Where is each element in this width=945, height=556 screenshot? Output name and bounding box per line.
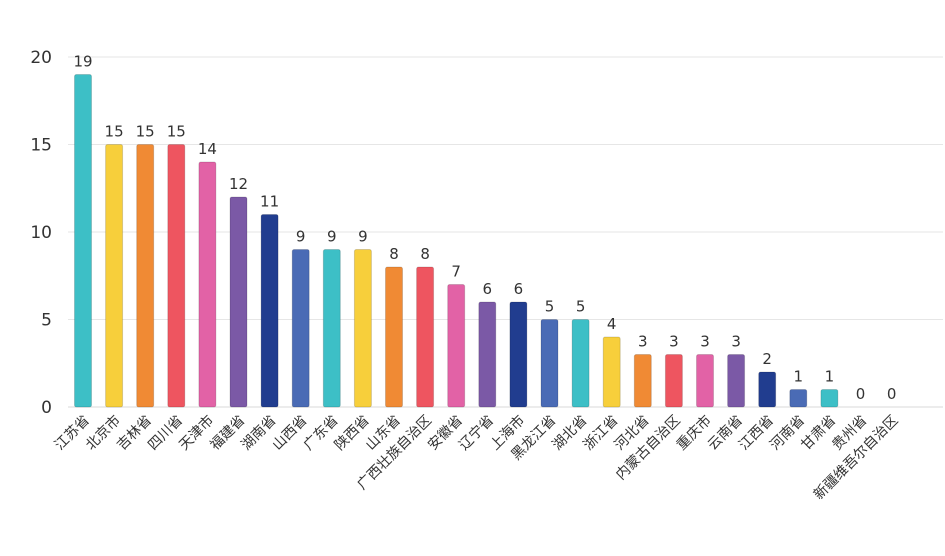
data-label: 3 — [700, 333, 710, 351]
bar — [322, 249, 341, 408]
data-label: 4 — [607, 315, 617, 333]
y-tick-label: 15 — [30, 136, 52, 156]
bar — [571, 319, 590, 408]
bar — [478, 301, 497, 408]
y-tick-label: 20 — [30, 48, 52, 68]
bar — [664, 354, 683, 408]
data-label: 15 — [167, 123, 186, 141]
x-tick-label: 吉林省 — [114, 413, 155, 454]
bar — [385, 266, 403, 408]
x-tick-label: 江西省 — [736, 413, 777, 454]
bar — [727, 354, 746, 408]
data-label: 3 — [669, 333, 679, 351]
x-tick-label: 重庆市 — [673, 412, 715, 454]
bar — [509, 301, 528, 408]
y-tick-label: 0 — [41, 398, 52, 418]
x-tick-label: 安徽省 — [425, 413, 466, 454]
x-tick-label: 江苏省 — [52, 413, 93, 454]
x-tick-label: 山西省 — [270, 413, 311, 454]
data-label: 15 — [105, 123, 124, 141]
bar — [602, 336, 621, 408]
bar — [74, 74, 92, 408]
data-label: 8 — [420, 245, 430, 263]
bar — [416, 266, 435, 408]
data-label: 0 — [887, 385, 897, 403]
x-tick-label: 浙江省 — [581, 413, 622, 454]
data-label: 9 — [327, 228, 337, 246]
data-label: 2 — [762, 350, 772, 368]
data-label: 15 — [136, 123, 155, 141]
bar — [291, 249, 310, 408]
data-label: 5 — [545, 298, 555, 316]
x-tick-label: 天津市 — [176, 412, 218, 454]
bar — [353, 249, 372, 408]
data-label: 3 — [731, 333, 741, 351]
bar — [198, 161, 217, 408]
data-label: 5 — [576, 298, 586, 316]
bar — [789, 389, 808, 408]
bar — [540, 319, 559, 408]
bar — [447, 284, 466, 408]
data-label: 1 — [825, 368, 835, 386]
bar — [167, 144, 186, 408]
data-label: 1 — [794, 368, 804, 386]
bar — [136, 144, 155, 408]
data-label: 19 — [73, 53, 92, 71]
data-label: 7 — [451, 263, 461, 281]
bar — [820, 389, 839, 408]
data-label: 0 — [856, 385, 866, 403]
bar — [105, 144, 124, 408]
bar — [633, 354, 652, 408]
data-label: 12 — [229, 175, 248, 193]
data-label: 8 — [389, 245, 399, 263]
bar — [696, 354, 714, 408]
bar — [229, 196, 248, 408]
data-label: 6 — [483, 280, 493, 298]
y-tick-label: 10 — [30, 223, 52, 243]
data-label: 6 — [514, 280, 524, 298]
data-label: 3 — [638, 333, 648, 351]
bar — [758, 371, 777, 408]
data-label: 14 — [198, 140, 217, 158]
x-tick-label: 陕西省 — [332, 413, 373, 454]
y-tick-label: 5 — [41, 311, 52, 331]
x-tick-label: 甘肃省 — [798, 413, 839, 454]
data-label: 11 — [260, 193, 279, 211]
bar — [260, 214, 279, 408]
x-tick-label: 福建省 — [207, 413, 248, 454]
data-label: 9 — [358, 228, 368, 246]
data-label: 9 — [296, 228, 306, 246]
